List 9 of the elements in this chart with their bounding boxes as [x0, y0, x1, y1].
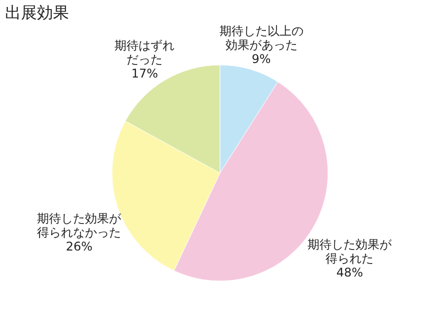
data-label: 26%	[66, 240, 93, 254]
slice-label: 期待した効果が得られなかった	[37, 212, 122, 240]
slice-label: 期待した以上の効果があった	[219, 24, 304, 52]
slice-label: 期待した効果が得られた	[308, 237, 393, 266]
slice-label: 期待はずれだった	[114, 38, 175, 67]
data-label: 9%	[252, 52, 271, 66]
data-label: 48%	[336, 265, 364, 280]
chart-title: 出展効果	[5, 2, 69, 22]
data-label: 17%	[131, 66, 158, 81]
